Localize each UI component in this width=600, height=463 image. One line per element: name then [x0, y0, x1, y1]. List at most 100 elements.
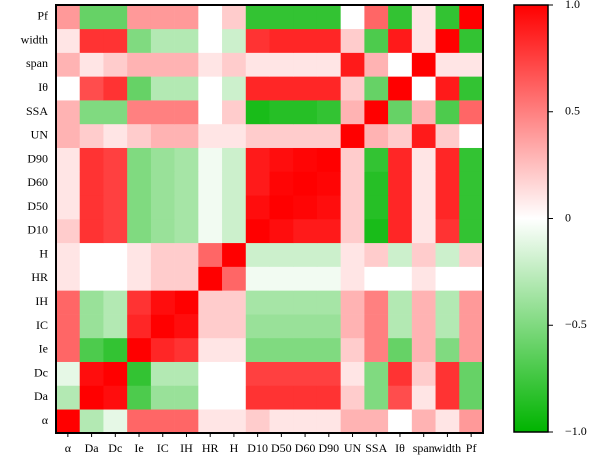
heatmap-cell	[364, 385, 389, 410]
heatmap-cell	[174, 28, 199, 53]
heatmap-cell	[103, 52, 128, 77]
heatmap-cell	[56, 195, 81, 220]
heatmap-cell	[459, 385, 484, 410]
heatmap-cell	[198, 361, 223, 386]
heatmap-cell	[103, 28, 128, 53]
heatmap-cell	[198, 28, 223, 53]
heatmap-cell	[459, 52, 484, 77]
heatmap-cell	[198, 76, 223, 101]
heatmap-cell	[56, 219, 81, 244]
heatmap-cell	[127, 314, 152, 339]
heatmap-cell	[364, 76, 389, 101]
heatmap-cell	[198, 195, 223, 220]
heatmap-cell	[411, 361, 436, 386]
heatmap-cell	[198, 171, 223, 196]
heatmap-cell	[127, 195, 152, 220]
heatmap-cell	[269, 52, 294, 77]
heatmap-cell	[364, 314, 389, 339]
heatmap-cell	[411, 195, 436, 220]
heatmap-cell	[316, 242, 341, 267]
heatmap-cell	[127, 76, 152, 101]
heatmap-cell	[435, 314, 460, 339]
heatmap-cell	[316, 385, 341, 410]
heatmap-cell	[364, 242, 389, 267]
heatmap-cell	[174, 385, 199, 410]
heatmap-cell	[340, 385, 365, 410]
heatmap-cell	[103, 266, 128, 291]
heatmap-cell	[198, 147, 223, 172]
heatmap-cell	[293, 171, 318, 196]
heatmap-cell	[198, 409, 223, 434]
heatmap-cell	[293, 242, 318, 267]
heatmap-cell	[269, 123, 294, 148]
heatmap-cell	[293, 219, 318, 244]
heatmap-cell	[56, 266, 81, 291]
heatmap-cell	[222, 147, 247, 172]
heatmap-cell	[245, 76, 270, 101]
x-tick-label: width	[434, 441, 461, 455]
heatmap-cell	[198, 290, 223, 315]
heatmap-cell	[411, 409, 436, 434]
heatmap-cell	[127, 147, 152, 172]
heatmap-cell	[103, 76, 128, 101]
heatmap-cell	[103, 337, 128, 362]
heatmap-cell	[174, 266, 199, 291]
y-tick-label: IH	[35, 294, 48, 308]
heatmap-cell	[245, 409, 270, 434]
heatmap-cell	[150, 5, 175, 30]
heatmap-cell	[364, 337, 389, 362]
heatmap-cell	[316, 195, 341, 220]
heatmap-cell	[293, 5, 318, 30]
heatmap-cell	[435, 195, 460, 220]
heatmap-cell	[459, 5, 484, 30]
color-bar-label: 0.5	[565, 104, 580, 118]
heatmap-cell	[293, 52, 318, 77]
heatmap-cell	[316, 219, 341, 244]
color-bar	[513, 4, 549, 433]
heatmap-cell	[174, 290, 199, 315]
heatmap-cell	[411, 385, 436, 410]
heatmap-cell	[222, 266, 247, 291]
y-tick-label: HR	[31, 270, 48, 284]
heatmap-cell	[56, 361, 81, 386]
plot-frame	[55, 4, 484, 434]
heatmap-cell	[174, 5, 199, 30]
heatmap-cell	[435, 76, 460, 101]
heatmap-cell	[459, 76, 484, 101]
heatmap-cell	[435, 242, 460, 267]
heatmap-cell	[79, 52, 104, 77]
heatmap-cell	[245, 361, 270, 386]
heatmap-cell	[127, 290, 152, 315]
heatmap-cell	[222, 195, 247, 220]
heatmap-cell	[103, 409, 128, 434]
heatmap-cell	[150, 242, 175, 267]
x-tick-label: Iθ	[395, 441, 405, 455]
heatmap-cell	[340, 5, 365, 30]
heatmap-cell	[411, 5, 436, 30]
heatmap-cell	[340, 100, 365, 125]
heatmap-cell	[269, 219, 294, 244]
heatmap-cell	[222, 5, 247, 30]
heatmap-cell	[150, 100, 175, 125]
heatmap-cell	[127, 171, 152, 196]
heatmap-cell	[269, 195, 294, 220]
heatmap-cell	[411, 147, 436, 172]
y-tick-label: H	[39, 246, 48, 260]
heatmap-cell	[411, 337, 436, 362]
heatmap-cell	[79, 76, 104, 101]
heatmap-cell	[293, 290, 318, 315]
heatmap-cell	[79, 5, 104, 30]
heatmap-cell	[245, 5, 270, 30]
heatmap-cell	[459, 290, 484, 315]
heatmap-cell	[459, 100, 484, 125]
heatmap-cell	[388, 337, 413, 362]
heatmap-cell	[364, 219, 389, 244]
heatmap-cell	[340, 409, 365, 434]
heatmap-cell	[222, 242, 247, 267]
x-tick-label: Ie	[134, 441, 143, 455]
heatmap-cell	[198, 337, 223, 362]
heatmap-cell	[459, 147, 484, 172]
heatmap-cell	[388, 171, 413, 196]
x-tick-label: SSA	[365, 441, 387, 455]
heatmap-cell	[127, 52, 152, 77]
